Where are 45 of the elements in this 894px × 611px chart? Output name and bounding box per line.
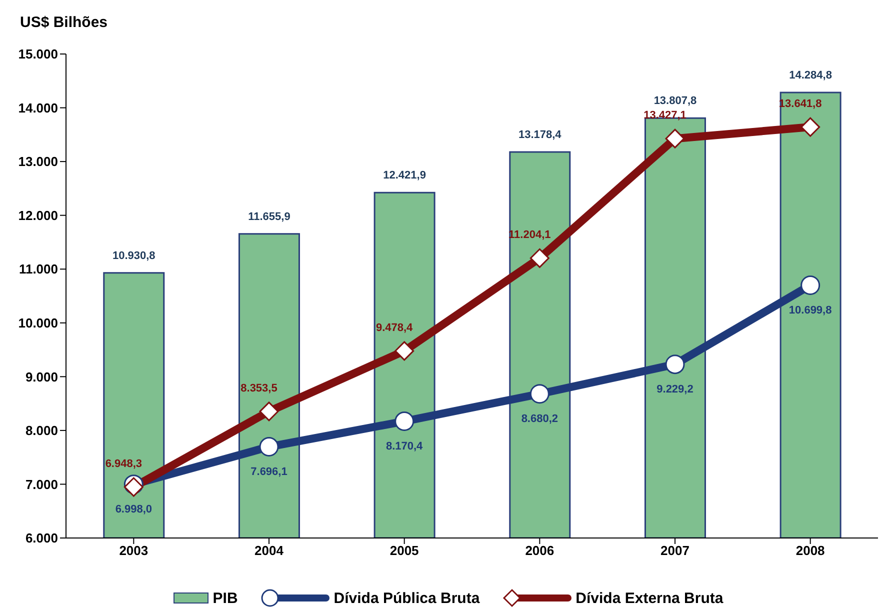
data-label: 11.655,9 xyxy=(248,210,290,223)
legend-label: Dívida Externa Bruta xyxy=(576,590,724,606)
point xyxy=(259,402,279,422)
point xyxy=(259,437,279,457)
point xyxy=(665,354,685,374)
data-label: 13.807,8 xyxy=(654,95,697,108)
point xyxy=(394,341,414,361)
data-label: 9.478,4 xyxy=(376,322,414,334)
x-tick-label: 2008 xyxy=(796,543,825,558)
data-label: 10.930,8 xyxy=(112,250,156,262)
point xyxy=(394,412,414,432)
data-label: 8.170,4 xyxy=(386,440,424,452)
point xyxy=(800,117,820,137)
data-label: 13.178,4 xyxy=(518,128,562,141)
data-label: 14.284,8 xyxy=(789,69,832,82)
x-tick-label: 2003 xyxy=(119,543,148,558)
x-tick-label: 2005 xyxy=(390,543,419,558)
y-tick-label: 14.000 xyxy=(18,100,58,116)
legend-label: Dívida Pública Bruta xyxy=(334,590,480,606)
data-label: 8.680,2 xyxy=(521,412,558,425)
data-label: 10.699,8 xyxy=(788,304,832,316)
point xyxy=(665,128,685,148)
data-label: 7.696,1 xyxy=(250,466,288,478)
legend-label: PIB xyxy=(212,590,238,606)
point xyxy=(530,384,550,404)
y-tick-label: 9.000 xyxy=(25,369,58,384)
y-tick-label: 13.000 xyxy=(18,154,58,170)
y-tick-label: 8.000 xyxy=(25,423,58,438)
y-axis-title: US$ Bilhões xyxy=(20,14,108,31)
point xyxy=(800,276,820,296)
x-tick-label: 2004 xyxy=(254,543,284,558)
x-tick-label: 2007 xyxy=(660,543,690,558)
data-label: 6.948,3 xyxy=(105,458,142,470)
y-tick-label: 11.000 xyxy=(18,262,58,277)
y-tick-label: 7.000 xyxy=(25,476,58,492)
y-tick-label: 15.000 xyxy=(18,46,58,62)
data-label: 9.229,2 xyxy=(656,383,694,396)
point xyxy=(530,248,550,268)
x-tick-label: 2006 xyxy=(525,543,554,558)
data-label: 8.353,5 xyxy=(240,382,278,394)
y-tick-label: 6.000 xyxy=(25,530,58,546)
data-label: 6.998,0 xyxy=(115,503,152,516)
y-tick-label: 12.000 xyxy=(18,208,58,223)
data-label: 12.421,9 xyxy=(383,170,426,182)
y-tick-label: 10.000 xyxy=(18,316,58,331)
